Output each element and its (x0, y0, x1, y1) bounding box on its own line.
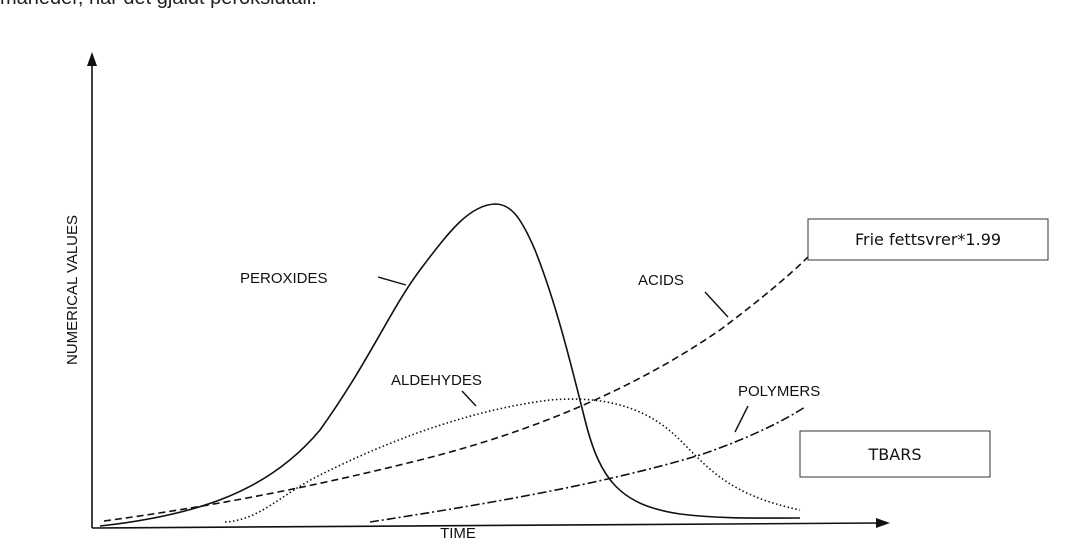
y-arrow (87, 52, 97, 66)
note-text: Frie fettsvrer*1.99 (855, 230, 1001, 249)
y-axis-label: NUMERICAL VALUES (64, 215, 81, 365)
aldehydes-label: ALDEHYDES (391, 372, 482, 389)
x-arrow (876, 518, 890, 528)
aldehydes-curve (224, 398, 801, 523)
leader (704, 291, 729, 318)
acids-label: ACIDS (638, 272, 684, 289)
polymers-label: POLYMERS (738, 383, 820, 400)
header-text: måneder, når det gjaldt peroksidtall. (0, 0, 317, 9)
peroxides-label: PEROXIDES (240, 270, 328, 287)
note-box (799, 430, 991, 478)
acids-curve (103, 254, 811, 522)
note-text: TBARS (868, 445, 922, 464)
peroxides-curve (99, 203, 801, 527)
x-axis (91, 522, 881, 529)
leader (461, 390, 477, 407)
leader (734, 405, 749, 433)
note-box (807, 218, 1049, 261)
leader (377, 276, 407, 286)
x-axis-label: TIME (440, 525, 476, 542)
polymers-curve (369, 406, 806, 523)
